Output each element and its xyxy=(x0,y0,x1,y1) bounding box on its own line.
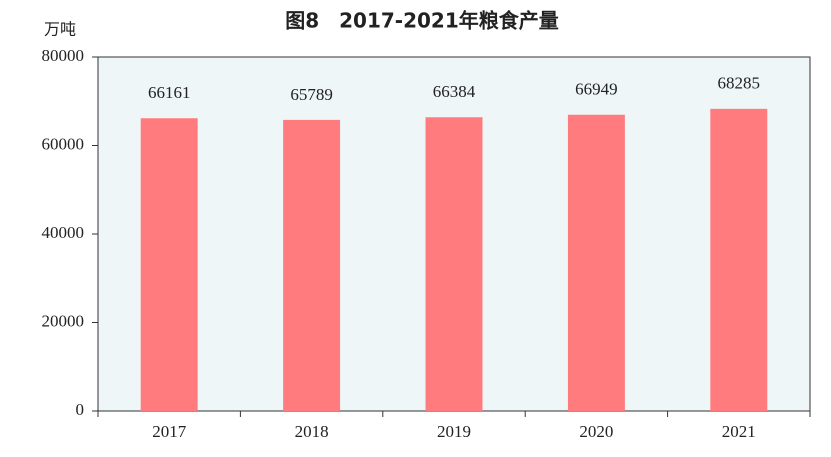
x-tick-label: 2021 xyxy=(722,422,756,441)
x-tick-label: 2017 xyxy=(152,422,187,441)
y-tick-label: 80000 xyxy=(42,46,85,65)
y-tick-label: 20000 xyxy=(42,311,85,330)
x-tick-label: 2018 xyxy=(295,422,329,441)
y-axis-unit: 万吨 xyxy=(44,20,76,39)
bar xyxy=(283,119,341,412)
value-label: 65789 xyxy=(290,85,333,104)
x-tick-label: 2019 xyxy=(437,422,471,441)
value-label: 66384 xyxy=(433,82,476,101)
bar xyxy=(425,117,483,412)
bar xyxy=(567,114,625,411)
y-tick-label: 40000 xyxy=(42,223,85,242)
x-tick-label: 2020 xyxy=(579,422,613,441)
bar xyxy=(710,108,768,412)
value-label: 68285 xyxy=(718,74,761,93)
y-tick-label: 0 xyxy=(76,400,85,419)
value-label: 66949 xyxy=(575,80,618,99)
chart-title: 图8 2017-2021年粮食产量 xyxy=(285,9,559,33)
bar xyxy=(140,118,198,411)
y-tick-label: 60000 xyxy=(42,134,85,153)
value-label: 66161 xyxy=(148,83,191,102)
